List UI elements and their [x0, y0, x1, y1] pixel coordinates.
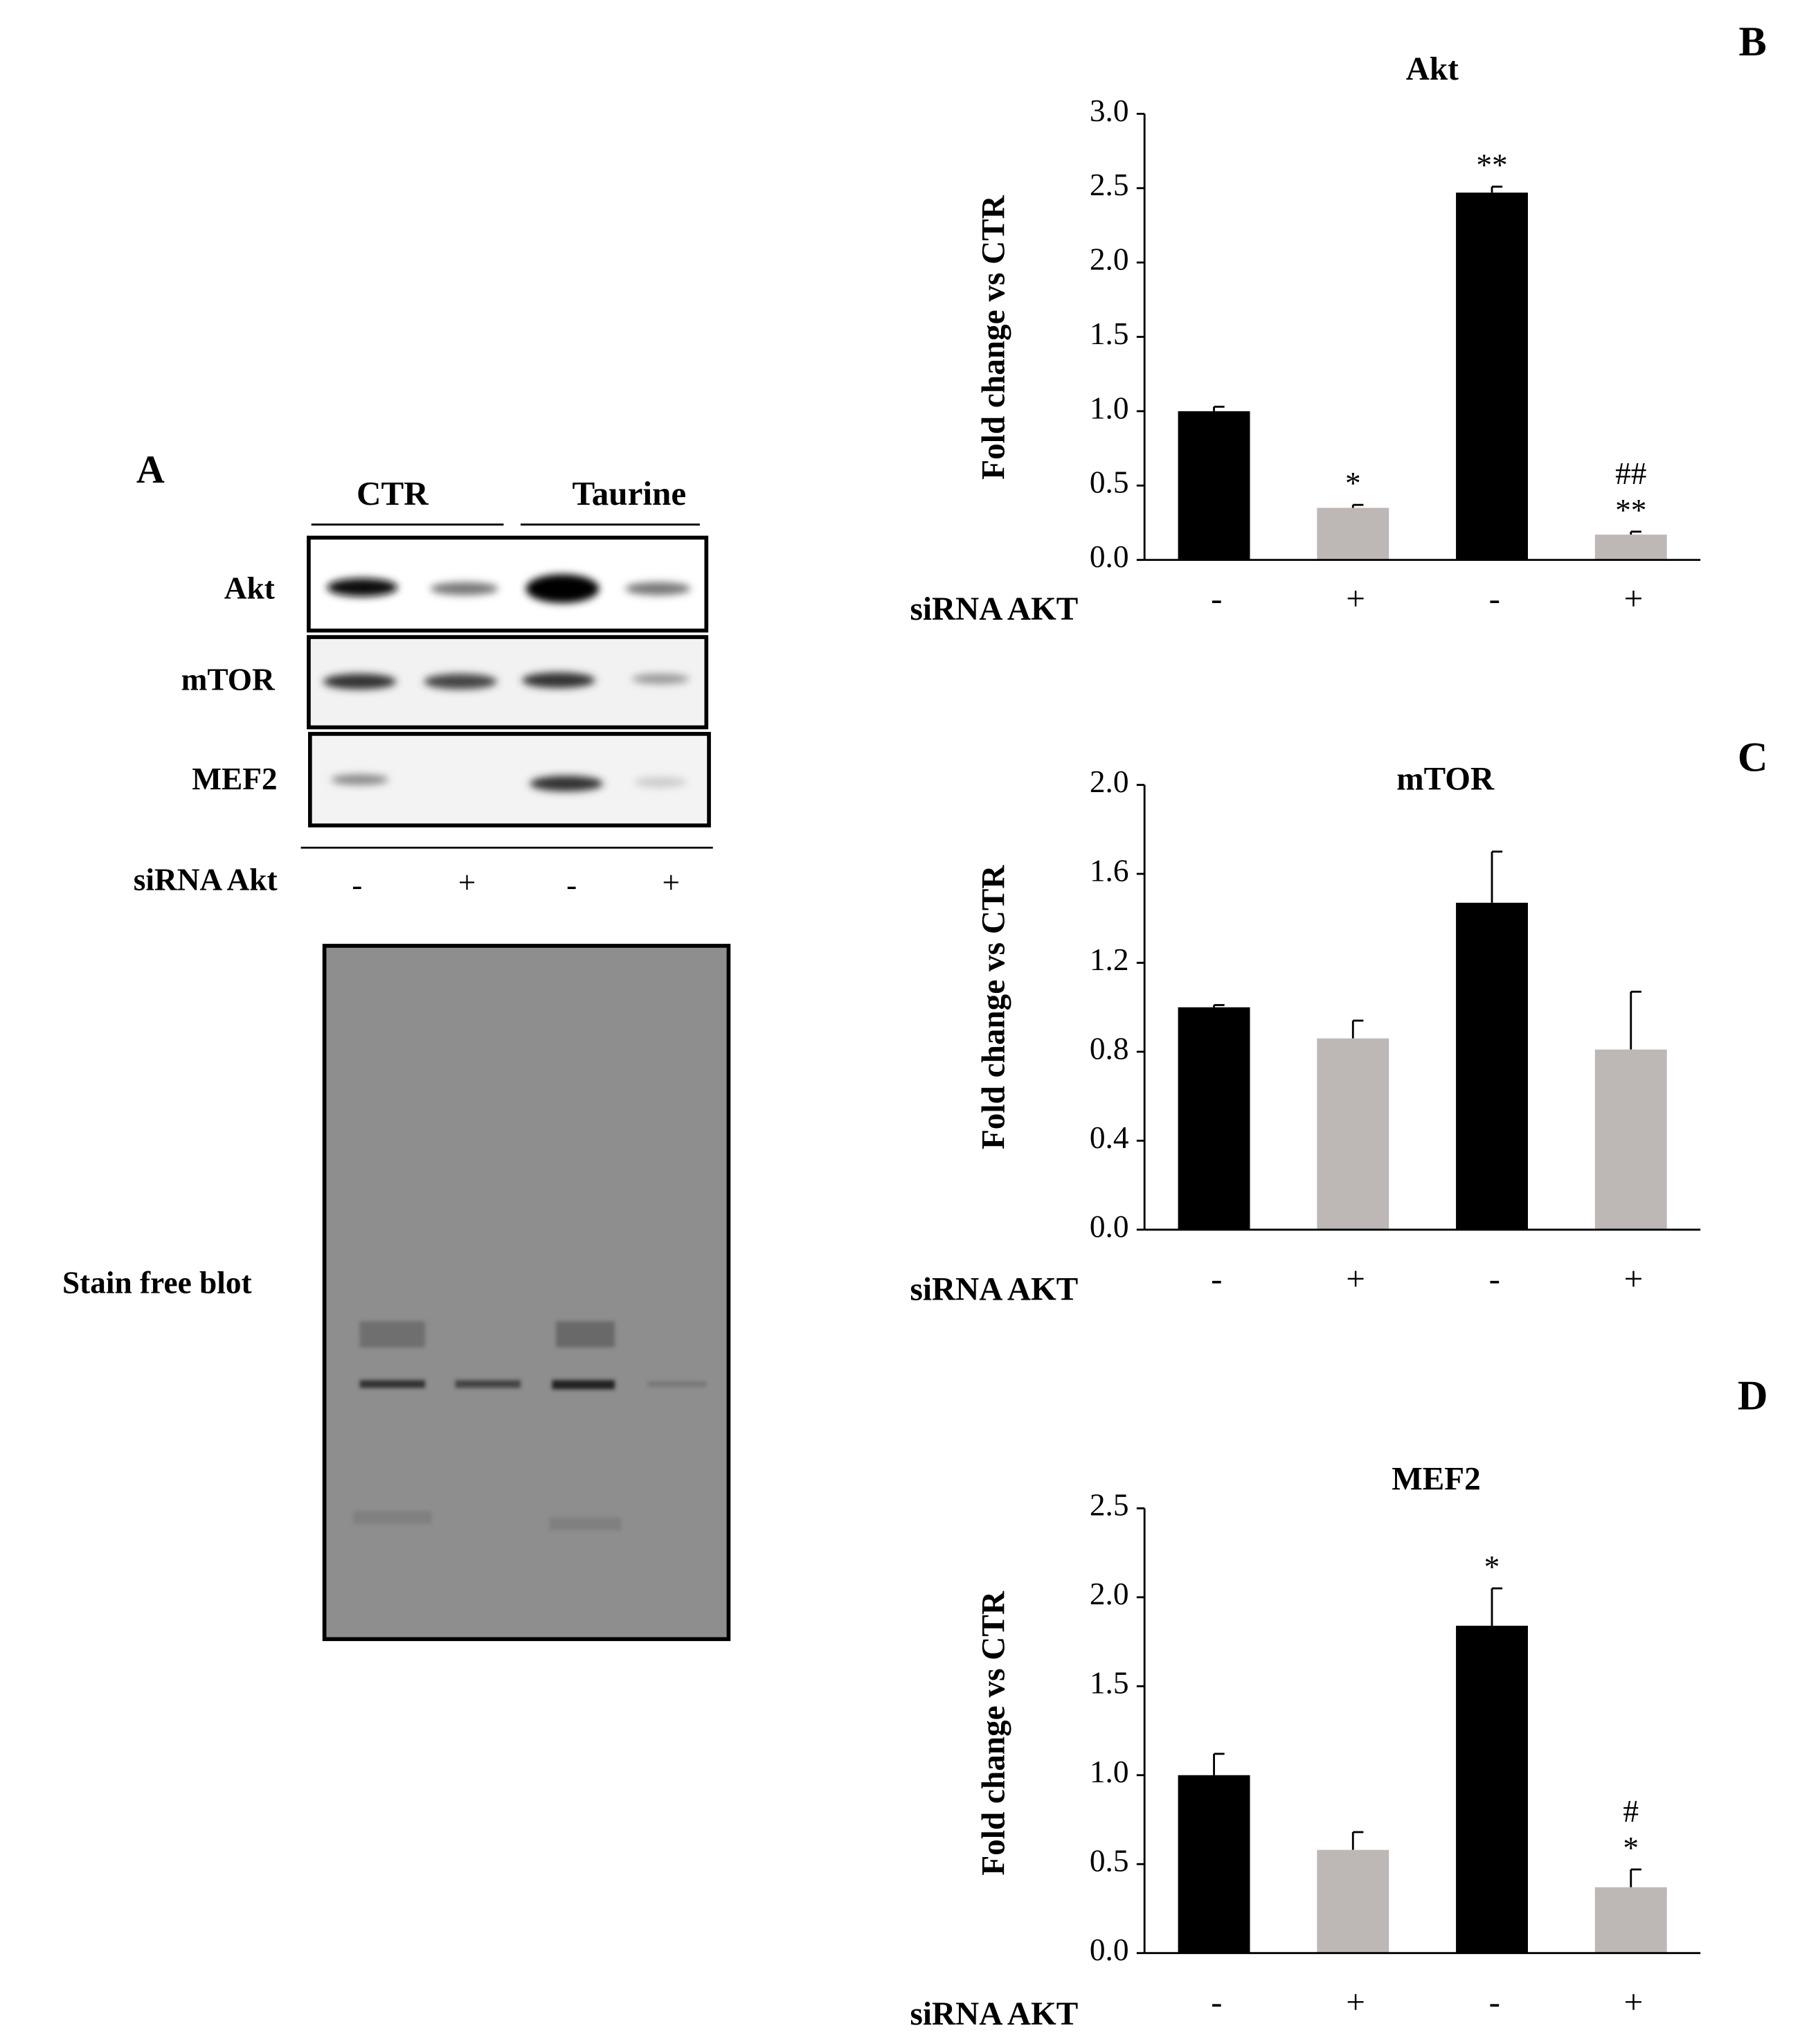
y-tick-label: 0.0 [1090, 539, 1129, 574]
gel-bands [353, 1321, 707, 1531]
y-tick-label: 0.0 [1090, 1933, 1129, 1967]
x-tick-label: + [1346, 579, 1365, 617]
bar [1317, 1038, 1389, 1230]
y-tick-label: 2.5 [1090, 168, 1129, 202]
x-tick-label: - [1489, 1983, 1500, 2021]
bar [1594, 535, 1667, 560]
lane-label: - [566, 868, 577, 902]
bar [1178, 411, 1250, 560]
y-tick-label: 1.5 [1090, 316, 1129, 351]
x-tick-label: + [1624, 579, 1644, 617]
y-axis-label: Fold change vs CTR [976, 1590, 1012, 1875]
panel-label: C [1738, 734, 1768, 780]
stain-free-gel [322, 944, 731, 1642]
y-tick-label: 1.2 [1090, 942, 1129, 977]
y-tick-label: 2.0 [1090, 1577, 1129, 1611]
significance-label: # [1623, 1794, 1639, 1829]
group-label: Taurine [572, 474, 686, 512]
bar [1594, 1049, 1667, 1230]
x-tick-label: + [1624, 1983, 1644, 2021]
x-axis-label: siRNA AKT [910, 1996, 1079, 2032]
y-tick-label: 0.8 [1090, 1031, 1129, 1066]
y-axis-label: Fold change vs CTR [976, 195, 1012, 479]
x-tick-label: - [1211, 579, 1222, 617]
bar [1456, 192, 1528, 560]
group-label: CTR [357, 474, 429, 512]
lane-label: + [662, 865, 680, 899]
significance-label: * [1345, 466, 1361, 501]
y-axis-label: Fold change vs CTR [976, 865, 1012, 1149]
x-axis-label: siRNA AKT [910, 591, 1079, 627]
x-axis-label: siRNA AKT [910, 1271, 1079, 1307]
panel-a: A CTR Taurine Akt mTOR MEF2 siRNA Akt - … [62, 449, 731, 1642]
bar [1456, 902, 1528, 1230]
x-tick-label: - [1489, 579, 1500, 617]
panel-label: D [1738, 1372, 1768, 1419]
bar [1178, 1775, 1250, 1953]
chart-title: Akt [1406, 51, 1459, 87]
y-tick-label: 2.5 [1090, 1488, 1129, 1523]
y-tick-label: 1.6 [1090, 853, 1129, 888]
x-tick-label: + [1346, 1259, 1365, 1298]
y-tick-label: 2.0 [1090, 242, 1129, 277]
row-label: mTOR [181, 663, 276, 697]
y-tick-label: 2.0 [1090, 764, 1129, 799]
chart-title: mTOR [1396, 762, 1495, 798]
y-tick-label: 0.0 [1090, 1209, 1129, 1244]
lane-label: - [352, 868, 362, 902]
x-tick-label: - [1211, 1259, 1222, 1298]
loading-label: Stain free blot [62, 1266, 252, 1300]
bar [1456, 1625, 1528, 1953]
significance-label: ** [1615, 493, 1646, 528]
significance-label: * [1484, 1550, 1500, 1584]
row-label: MEF2 [192, 762, 277, 796]
y-tick-label: 1.0 [1090, 391, 1129, 425]
bar [1594, 1887, 1667, 1953]
y-tick-label: 1.5 [1090, 1666, 1129, 1701]
row-label: Akt [224, 571, 275, 605]
significance-label: ## [1615, 456, 1646, 491]
bar [1178, 1007, 1250, 1230]
x-tick-label: + [1346, 1983, 1365, 2021]
panel-label: A [136, 449, 165, 492]
y-tick-label: 0.4 [1090, 1120, 1129, 1155]
y-tick-label: 0.5 [1090, 465, 1129, 500]
x-tick-label: - [1489, 1259, 1500, 1298]
significance-label: ** [1476, 148, 1507, 183]
significance-label: * [1623, 1831, 1639, 1865]
y-tick-label: 0.5 [1090, 1844, 1129, 1879]
bar [1317, 1849, 1389, 1953]
bar [1317, 508, 1389, 560]
y-tick-label: 3.0 [1090, 93, 1129, 128]
lane-label: + [458, 865, 476, 899]
bands [323, 574, 691, 792]
y-tick-label: 1.0 [1090, 1755, 1129, 1789]
x-tick-label: - [1211, 1983, 1222, 2021]
panel-label: B [1739, 19, 1767, 65]
chart-title: MEF2 [1392, 1461, 1481, 1497]
x-tick-label: + [1624, 1259, 1644, 1298]
treatment-label: siRNA Akt [134, 863, 278, 897]
